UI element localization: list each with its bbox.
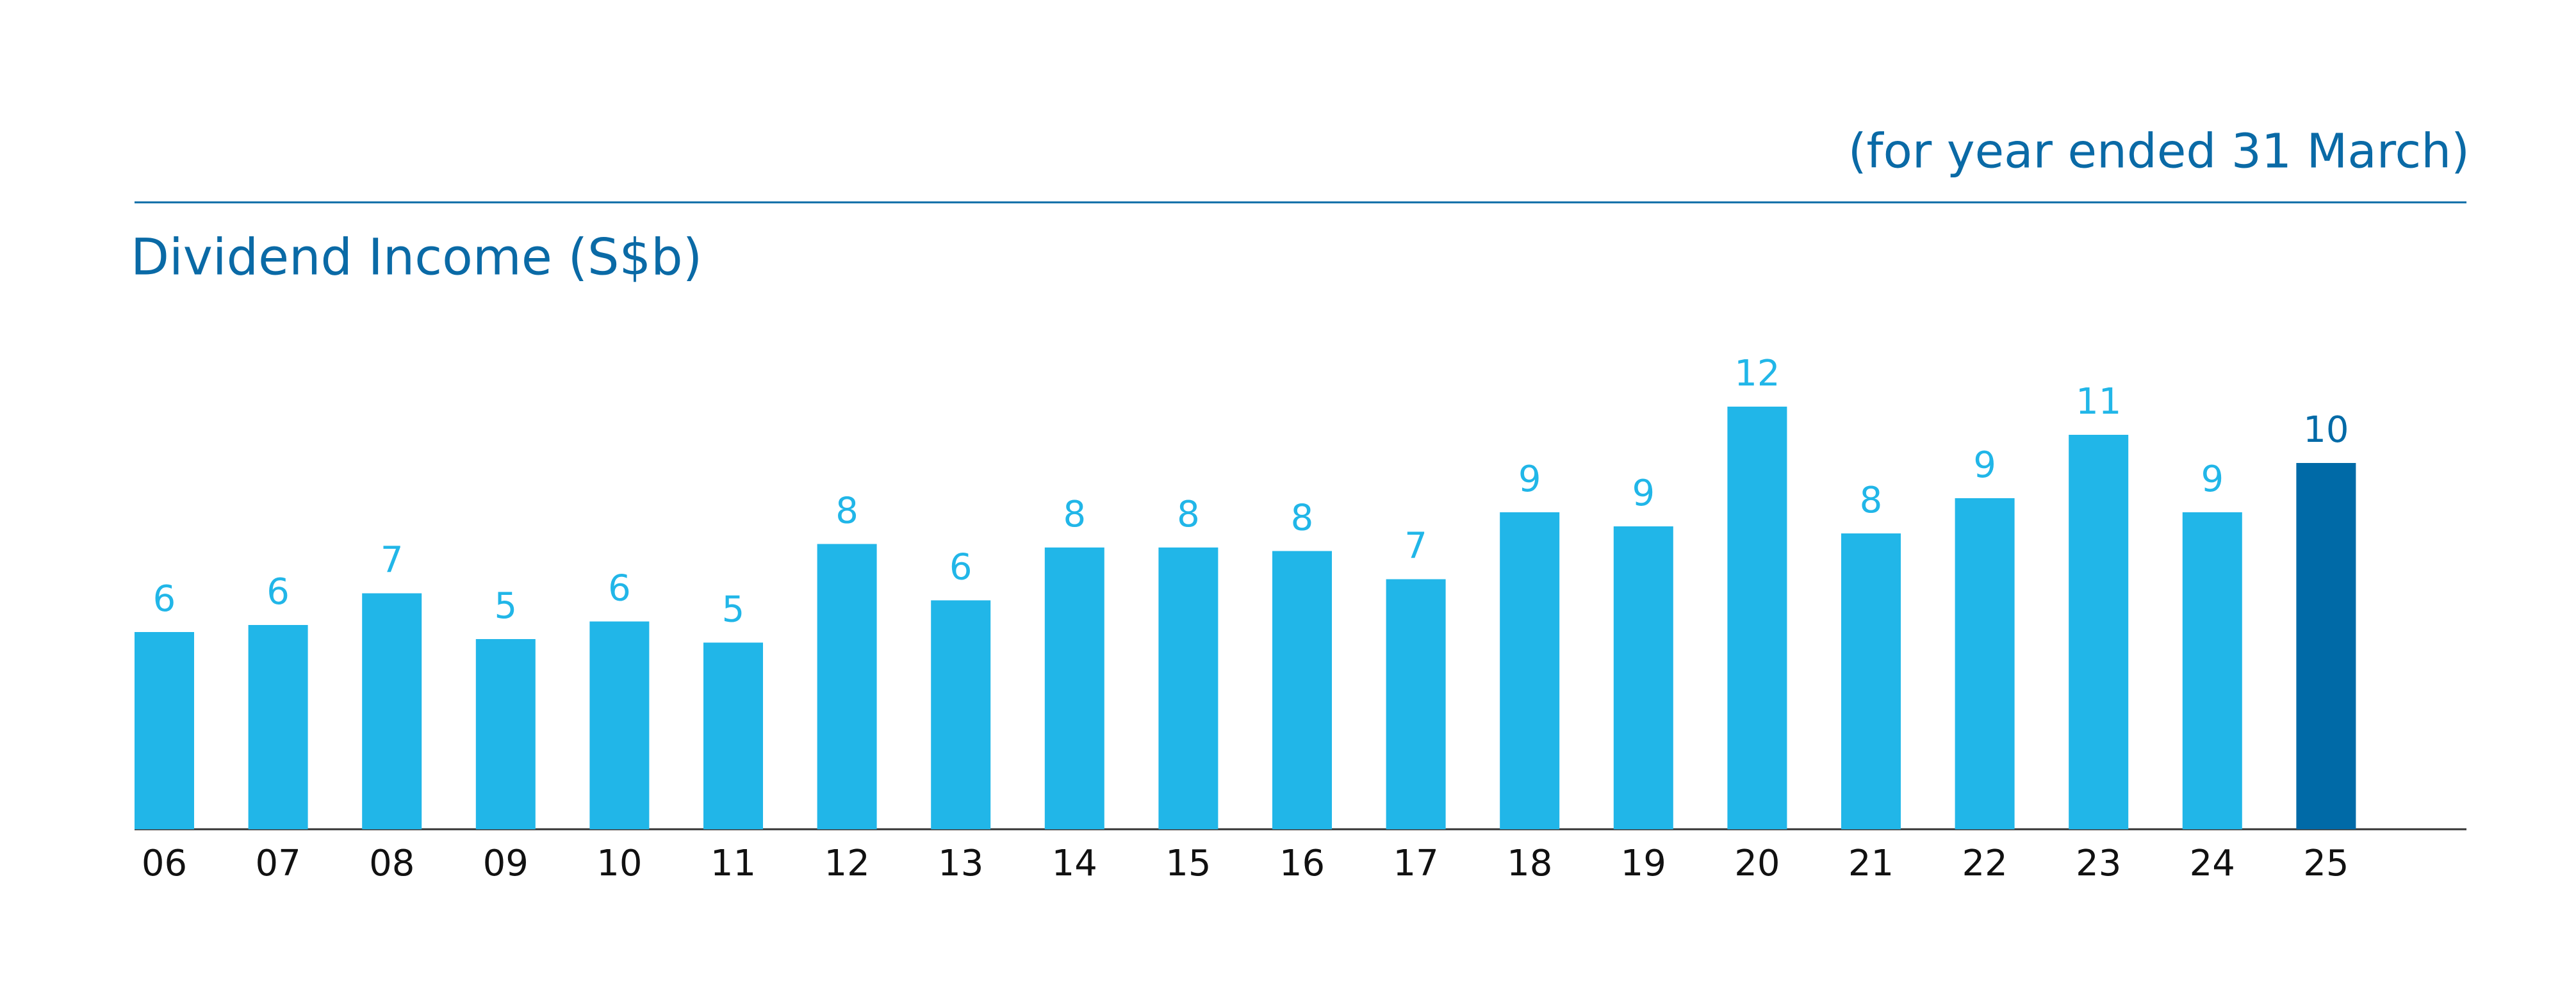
x-tick-label: 07 xyxy=(255,843,300,884)
x-tick-label: 21 xyxy=(1848,843,1894,884)
chart-title: Dividend Income (S$b) xyxy=(131,229,702,286)
bar xyxy=(589,621,650,829)
x-tick-label: 14 xyxy=(1052,843,1097,884)
bar xyxy=(2069,435,2129,829)
value-label: 10 xyxy=(2303,409,2349,451)
value-label: 9 xyxy=(1518,458,1541,500)
bar xyxy=(135,632,194,829)
value-label: 8 xyxy=(835,491,858,532)
value-label: 9 xyxy=(1632,473,1655,514)
value-label: 6 xyxy=(949,547,972,588)
x-tick-label: 17 xyxy=(1393,843,1438,884)
value-label: 8 xyxy=(1063,494,1086,535)
value-label: 8 xyxy=(1177,494,1200,535)
x-tick-label: 13 xyxy=(938,843,983,884)
bar xyxy=(1727,407,1787,829)
x-tick-label: 10 xyxy=(596,843,642,884)
bar xyxy=(2296,463,2356,829)
x-tick-label: 09 xyxy=(483,843,529,884)
x-tick-label: 12 xyxy=(824,843,869,884)
x-tick-label: 08 xyxy=(369,843,414,884)
x-tick-label: 18 xyxy=(1507,843,1552,884)
x-tick-label: 24 xyxy=(2190,843,2235,884)
value-label: 7 xyxy=(1404,526,1427,567)
bar xyxy=(1613,526,1673,829)
bar xyxy=(1500,512,1560,829)
value-label: 6 xyxy=(153,578,176,620)
bar xyxy=(703,642,763,829)
bar xyxy=(362,593,422,829)
x-tick-label: 15 xyxy=(1165,843,1211,884)
x-tick-label: 11 xyxy=(710,843,756,884)
bar xyxy=(1272,551,1332,829)
x-tick-label: 06 xyxy=(142,843,187,884)
chart-subtitle: (for year ended 31 March) xyxy=(1848,124,2470,179)
bar xyxy=(475,639,536,829)
bar xyxy=(1158,548,1218,829)
value-label: 6 xyxy=(608,568,631,610)
value-label: 7 xyxy=(381,540,404,581)
bar xyxy=(931,600,991,829)
bar xyxy=(248,625,308,829)
x-tick-label: 25 xyxy=(2303,843,2349,884)
bar xyxy=(1841,533,1901,829)
x-tick-label: 20 xyxy=(1734,843,1780,884)
bar xyxy=(817,544,877,829)
value-label: 11 xyxy=(2076,381,2121,423)
value-label: 5 xyxy=(494,585,517,627)
value-label: 8 xyxy=(1860,480,1883,521)
value-label: 9 xyxy=(1973,444,1996,486)
value-label: 6 xyxy=(267,571,290,613)
x-tick-label: 19 xyxy=(1621,843,1666,884)
value-label: 9 xyxy=(2201,458,2224,500)
bar xyxy=(1386,579,1446,829)
value-label: 5 xyxy=(722,589,745,631)
x-tick-label: 23 xyxy=(2076,843,2121,884)
x-tick-label: 16 xyxy=(1279,843,1325,884)
bar xyxy=(2182,512,2242,829)
value-label: 12 xyxy=(1734,353,1780,394)
bar xyxy=(1044,548,1104,829)
value-label: 8 xyxy=(1291,498,1314,539)
x-tick-label: 22 xyxy=(1962,843,2007,884)
bar xyxy=(1955,498,2015,829)
